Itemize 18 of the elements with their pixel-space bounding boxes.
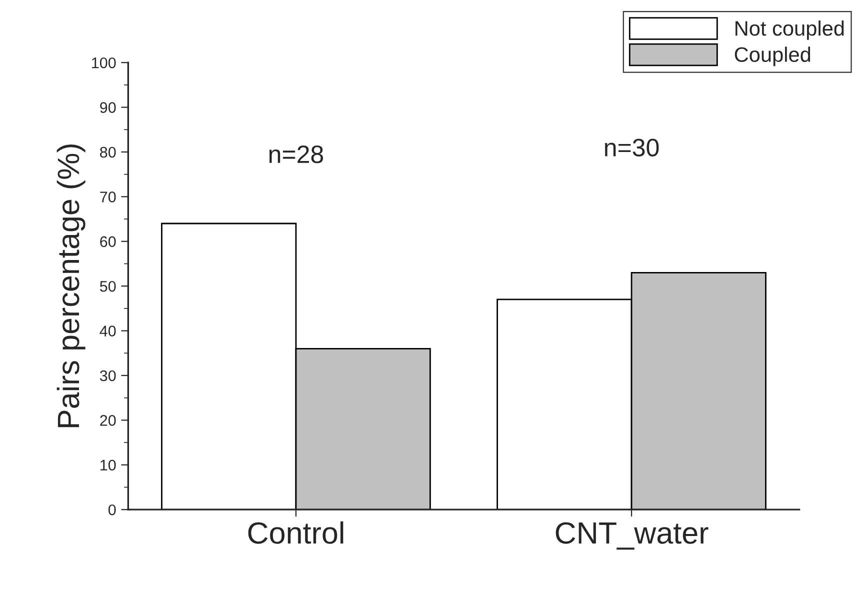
y-tick-label: 80: [100, 146, 116, 158]
annotation: n=30: [605, 138, 659, 156]
annotation: n=28: [269, 145, 324, 164]
y-tick-label: 50: [100, 280, 116, 292]
y-tick-label: 0: [108, 504, 116, 516]
y-tick-label: 40: [100, 326, 116, 336]
x-tick-label: Control: [248, 521, 344, 544]
y-tick-label: 60: [100, 236, 116, 248]
y-tick-label: 30: [100, 370, 116, 382]
legend-label: Not coupled: [736, 20, 844, 40]
y-tick-label: 70: [100, 192, 116, 202]
y-tick-label: 100: [92, 57, 116, 68]
legend-label: Coupled: [734, 46, 810, 66]
x-tick-label: CNT_water: [556, 522, 708, 550]
y-tick-label: 20: [100, 415, 116, 426]
y-tick-label: 10: [100, 460, 116, 471]
y-axis-title: Pairs percentage (%): [56, 144, 86, 428]
y-tick-label: 90: [100, 102, 116, 113]
